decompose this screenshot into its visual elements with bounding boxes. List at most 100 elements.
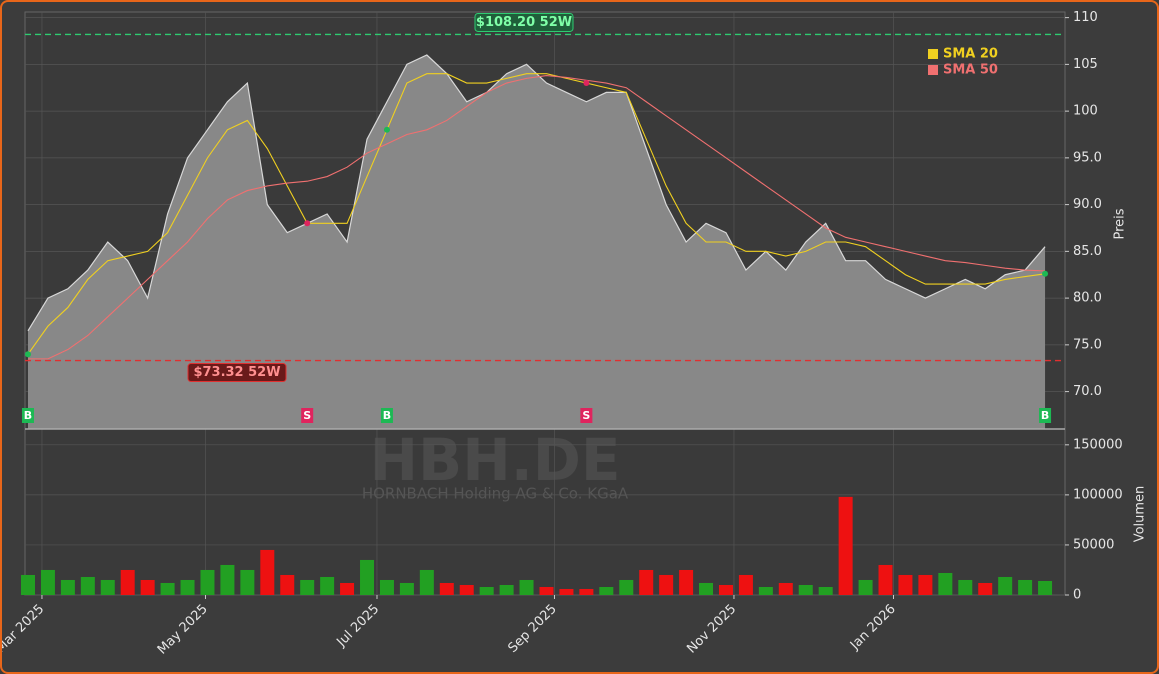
y2-tick-label: 0 bbox=[1073, 588, 1081, 603]
signal-label: S bbox=[582, 409, 590, 422]
volume-bar bbox=[539, 586, 554, 595]
volume-bar bbox=[838, 496, 853, 595]
signal-box bbox=[21, 408, 34, 423]
x-tick-label: Nov 2025 bbox=[684, 602, 739, 657]
y-tick-label: 80.0 bbox=[1073, 291, 1102, 306]
volume-bar bbox=[978, 582, 993, 595]
volume-bar bbox=[679, 569, 694, 595]
volume-bar bbox=[579, 588, 594, 595]
y-tick-label: 85.0 bbox=[1073, 244, 1102, 259]
signal-label: B bbox=[1041, 409, 1049, 422]
y-axis-label: Preis bbox=[1113, 208, 1128, 239]
volume-bar bbox=[1038, 580, 1053, 595]
volume-bar bbox=[878, 564, 893, 595]
y-tick-label: 90.0 bbox=[1073, 197, 1102, 212]
low-label: $73.32 52W bbox=[193, 365, 280, 380]
volume-bar bbox=[699, 582, 714, 595]
volume-bar bbox=[140, 579, 155, 595]
volume-bar bbox=[40, 569, 55, 595]
y-tick-label: 95.0 bbox=[1073, 150, 1102, 165]
volume-bar bbox=[260, 549, 275, 595]
y2-tick-label: 100000 bbox=[1073, 487, 1123, 502]
volume-bar bbox=[220, 564, 235, 595]
volume-bar bbox=[738, 574, 753, 595]
y-tick-label: 105 bbox=[1073, 57, 1098, 72]
volume-bar bbox=[718, 584, 733, 595]
volume-bar bbox=[559, 588, 574, 595]
signal-box bbox=[301, 408, 314, 423]
ticker-watermark: HBH.DE bbox=[369, 426, 620, 494]
signal-dot bbox=[304, 220, 311, 227]
signal-label: B bbox=[383, 409, 391, 422]
volume-bar bbox=[120, 569, 135, 595]
volume-bar bbox=[160, 582, 175, 595]
y2-tick-label: 150000 bbox=[1073, 437, 1123, 452]
volume-bar bbox=[180, 579, 195, 595]
signal-dot bbox=[383, 126, 390, 133]
y-tick-label: 110 bbox=[1073, 10, 1098, 25]
x-tick-label: Mar 2025 bbox=[2, 602, 47, 656]
volume-bar bbox=[240, 569, 255, 595]
volume-bar bbox=[100, 579, 115, 595]
legend-label: SMA 20 bbox=[943, 47, 998, 62]
y-tick-label: 70.0 bbox=[1073, 384, 1102, 399]
volume-bar bbox=[938, 572, 953, 595]
signal-box bbox=[1039, 408, 1052, 423]
y2-tick-label: 50000 bbox=[1073, 537, 1114, 552]
y-tick-label: 100 bbox=[1073, 104, 1098, 119]
volume-bar bbox=[998, 576, 1013, 595]
volume-bar bbox=[519, 579, 534, 595]
volume-bar bbox=[419, 569, 434, 595]
volume-bar bbox=[599, 586, 614, 595]
volume-bar bbox=[898, 574, 913, 595]
legend-swatch bbox=[928, 65, 938, 75]
volume-bar bbox=[340, 582, 355, 595]
volume-bar bbox=[280, 574, 295, 595]
signal-dot bbox=[24, 351, 31, 358]
y-tick-label: 75.0 bbox=[1073, 337, 1102, 352]
high-label: $108.20 52W bbox=[476, 15, 572, 30]
volume-bar bbox=[399, 582, 414, 595]
sma-line bbox=[27, 75, 1046, 360]
signal-label: S bbox=[303, 409, 311, 422]
volume-bar bbox=[60, 579, 75, 595]
legend-swatch bbox=[928, 49, 938, 59]
volume-bar bbox=[320, 576, 335, 595]
volume-bar bbox=[499, 584, 514, 595]
x-tick-label: Jan 2026 bbox=[847, 602, 899, 654]
volume-bar bbox=[619, 579, 634, 595]
volume-bar bbox=[639, 569, 654, 595]
volume-bar bbox=[379, 579, 394, 595]
signal-dot bbox=[583, 80, 590, 87]
legend-label: SMA 50 bbox=[943, 63, 998, 78]
volume-bar bbox=[80, 576, 95, 595]
signal-dot bbox=[1042, 270, 1049, 277]
volume-bar bbox=[439, 582, 454, 595]
y2-axis-label: Volumen bbox=[1133, 486, 1148, 543]
volume-bar bbox=[798, 584, 813, 595]
volume-bar bbox=[300, 579, 315, 595]
volume-bar bbox=[459, 584, 474, 595]
volume-bar bbox=[479, 586, 494, 595]
volume-bar bbox=[778, 582, 793, 595]
signal-box bbox=[580, 408, 593, 423]
volume-bar bbox=[1018, 579, 1033, 595]
x-tick-label: May 2025 bbox=[155, 602, 211, 658]
x-tick-label: Sep 2025 bbox=[506, 602, 560, 656]
low-label-box bbox=[187, 363, 287, 383]
volume-bar bbox=[20, 574, 35, 595]
company-watermark: HORNBACH Holding AG & Co. KGaA bbox=[362, 485, 629, 503]
signal-box bbox=[380, 408, 393, 423]
x-tick-label: Jul 2025 bbox=[334, 602, 383, 651]
price-area bbox=[27, 55, 1046, 429]
signal-label: B bbox=[24, 409, 32, 422]
volume-bar bbox=[858, 579, 873, 595]
sma-line bbox=[27, 73, 1046, 355]
volume-bar bbox=[918, 574, 933, 595]
volume-bar bbox=[200, 569, 215, 595]
high-label-box bbox=[474, 12, 574, 32]
volume-bar bbox=[360, 559, 375, 595]
volume-bar bbox=[758, 586, 773, 595]
